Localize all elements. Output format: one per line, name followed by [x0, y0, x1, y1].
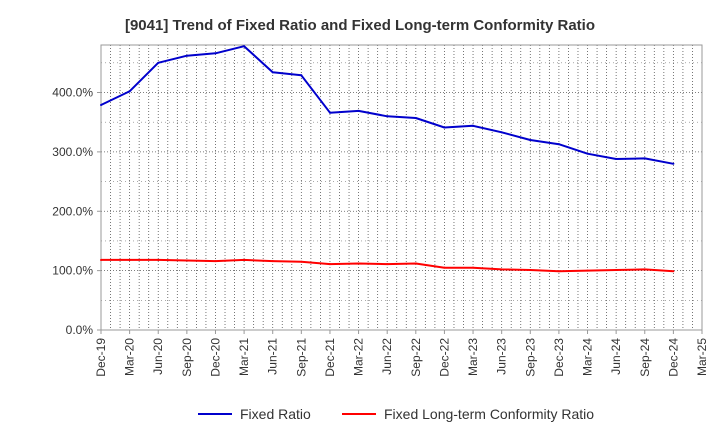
y-tick-label: 0.0%: [66, 323, 94, 337]
x-tick-label: Dec-19: [94, 338, 108, 377]
x-tick-label: Dec-21: [323, 338, 337, 377]
series-1-point: [357, 109, 360, 112]
x-tick-label: Mar-20: [123, 338, 137, 376]
series-2-point: [214, 260, 217, 263]
series-2-point: [586, 269, 589, 272]
series-2-point: [414, 262, 417, 265]
y-tick-label: 200.0%: [52, 204, 93, 218]
plot-frame: [100, 44, 703, 331]
x-tick-label: Jun-24: [609, 338, 623, 375]
series-1-point: [271, 71, 274, 74]
series-1-point: [128, 90, 131, 93]
series-1-point: [214, 52, 217, 55]
plot-area: [101, 45, 702, 330]
series-2-point: [300, 260, 303, 263]
series-2-point: [128, 258, 131, 261]
series-1-point: [414, 117, 417, 120]
series-1-point: [529, 139, 532, 141]
series-2-point: [529, 269, 532, 272]
x-tick-label: Jun-20: [151, 338, 165, 375]
x-tick-label: Dec-22: [437, 338, 451, 377]
series-2-point: [243, 258, 246, 261]
series-1-point: [615, 158, 618, 160]
series-1-point: [328, 111, 331, 114]
y-tick-label: 100.0%: [52, 264, 93, 278]
x-tick-label: Mar-25: [695, 338, 709, 376]
series-1-point: [386, 115, 389, 118]
x-tick-label: Mar-23: [466, 338, 480, 376]
x-tick-label: Dec-23: [552, 338, 566, 377]
y-tick-label: 300.0%: [52, 145, 93, 159]
series-1-point: [157, 61, 160, 64]
series-1-point: [586, 152, 589, 155]
series-1-point: [500, 131, 503, 134]
series-1-point: [243, 45, 246, 48]
x-tick-label: Sep-20: [180, 338, 194, 377]
x-tick-label: Dec-20: [208, 338, 222, 377]
series-2-point: [386, 263, 389, 266]
x-tick-label: Mar-22: [352, 338, 366, 376]
series-1-point: [643, 157, 646, 160]
x-tick-label: Sep-23: [523, 338, 537, 377]
x-tick-label: Mar-24: [581, 338, 595, 376]
series-1-point: [472, 124, 475, 127]
chart-title: [9041] Trend of Fixed Ratio and Fixed Lo…: [124, 17, 596, 34]
y-tick-label: 400.0%: [52, 86, 93, 100]
series-2-point: [157, 258, 160, 261]
series-2-point: [443, 266, 446, 269]
series-1-point: [185, 54, 188, 57]
legend-label-2: Fixed Long-term Conformity Ratio: [384, 406, 594, 422]
series-2-point: [185, 259, 188, 262]
series-1-point: [672, 162, 675, 165]
series-2-point: [472, 266, 475, 269]
x-tick-label: Sep-24: [638, 338, 652, 377]
x-tick-label: Sep-22: [409, 338, 423, 377]
series-1-point: [557, 143, 560, 146]
x-tick-label: Sep-21: [294, 338, 308, 377]
series-2-point: [672, 270, 675, 273]
series-2-point: [271, 260, 274, 263]
series-2-point: [100, 258, 102, 261]
series-1-point: [100, 103, 102, 106]
x-tick-label: Jun-21: [266, 338, 280, 375]
series-1-point: [300, 74, 303, 77]
series-1-point: [443, 126, 446, 129]
legend-label-1: Fixed Ratio: [240, 406, 311, 422]
x-tick-label: Jun-23: [495, 338, 509, 375]
series-2-point: [615, 269, 618, 272]
series-2-point: [500, 268, 503, 271]
series-2-point: [643, 268, 646, 271]
series-2-point: [557, 270, 560, 273]
series-2-point: [328, 263, 331, 266]
series-2-point: [357, 262, 360, 265]
x-tick-label: Jun-22: [380, 338, 394, 375]
x-tick-label: Mar-21: [237, 338, 251, 376]
x-tick-label: Dec-24: [666, 338, 680, 377]
